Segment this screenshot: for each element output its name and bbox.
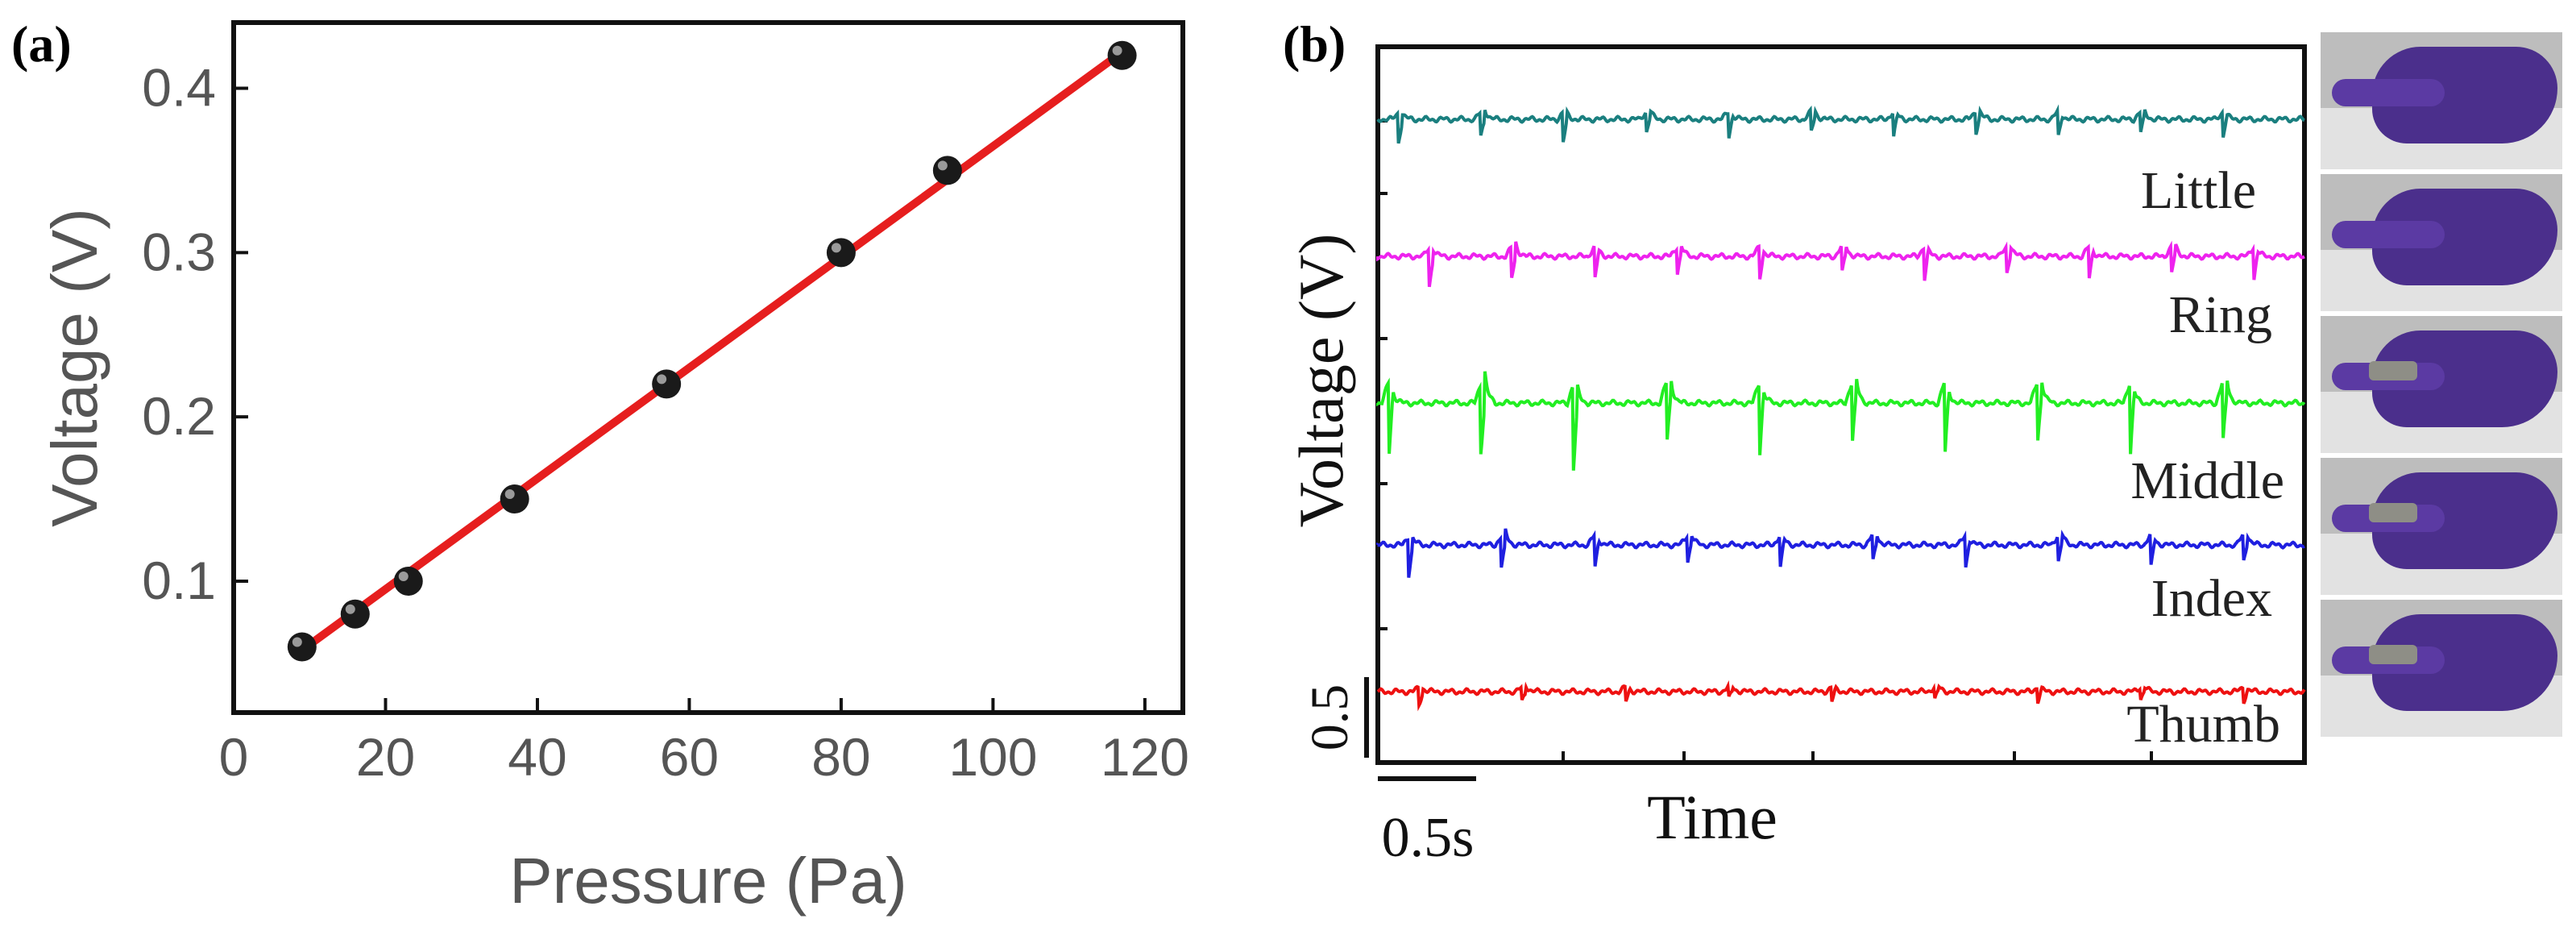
data-point (932, 156, 962, 185)
trace-label-ring: Ring (2169, 285, 2272, 344)
trace-little (1376, 104, 2305, 144)
photo-middle (2321, 316, 2562, 453)
y-tick-label: 0.4 (142, 58, 216, 118)
fit-line (297, 48, 1126, 655)
data-point-highlight (1112, 45, 1122, 56)
data-point (287, 632, 317, 662)
data-point (652, 369, 682, 399)
x-tick-label: 60 (660, 727, 719, 787)
data-point (500, 484, 529, 514)
trace-ring (1376, 240, 2305, 288)
data-point-highlight (292, 637, 302, 647)
photo-strip (2321, 32, 2562, 742)
x-axis-label: Pressure (Pa) (509, 845, 906, 917)
data-point-highlight (345, 604, 355, 614)
trace-label-index: Index (2151, 569, 2272, 628)
panel-b-label: (b) (1283, 15, 1346, 73)
photo-ring (2321, 174, 2562, 311)
chart-b: Little Ring Middle Index Thumb Voltage (V) Tim… (1286, 44, 2307, 869)
scale-bar-x-label: 0.5s (1382, 807, 1475, 869)
data-point-highlight (657, 374, 667, 385)
x-axis-label-b: Time (1647, 782, 1777, 852)
photo-index (2321, 458, 2562, 595)
trace-index (1376, 528, 2305, 578)
y-axis-label-b: Voltage (V) (1286, 234, 1356, 528)
x-tick-label: 20 (356, 727, 415, 787)
data-point-highlight (504, 489, 515, 500)
data-point-highlight (398, 571, 409, 581)
x-tick-label: 80 (811, 727, 870, 787)
panel-a-label: (a) (11, 15, 72, 73)
chart-a: 0 20 40 60 80 100 120 0.1 0.2 0.3 0.4 Pressure (Pa)… (39, 20, 1189, 917)
photo-little (2321, 32, 2562, 169)
data-point (393, 566, 423, 596)
data-point (1107, 40, 1137, 70)
x-tick-label: 120 (1101, 727, 1189, 787)
x-tick-label: 0 (219, 727, 249, 787)
x-tick-label: 40 (508, 727, 566, 787)
data-point-highlight (831, 243, 841, 253)
trace-thumb (1376, 680, 2306, 712)
y-tick-label: 0.2 (142, 386, 216, 446)
y-axis-label: Voltage (V) (39, 208, 110, 527)
trace-middle (1376, 371, 2306, 471)
scale-bar-y-label: 0.5 (1300, 684, 1359, 751)
data-point (826, 238, 856, 268)
data-point (340, 599, 370, 629)
y-tick-label: 0.1 (142, 551, 216, 610)
trace-label-thumb: Thumb (2126, 695, 2280, 754)
plot-frame (231, 20, 1185, 715)
photo-thumb (2321, 600, 2562, 737)
trace-label-middle: Middle (2130, 451, 2284, 510)
y-tick-label: 0.3 (142, 222, 216, 281)
data-point-highlight (937, 160, 948, 171)
trace-label-little: Little (2141, 161, 2256, 220)
x-tick-label: 100 (948, 727, 1037, 787)
